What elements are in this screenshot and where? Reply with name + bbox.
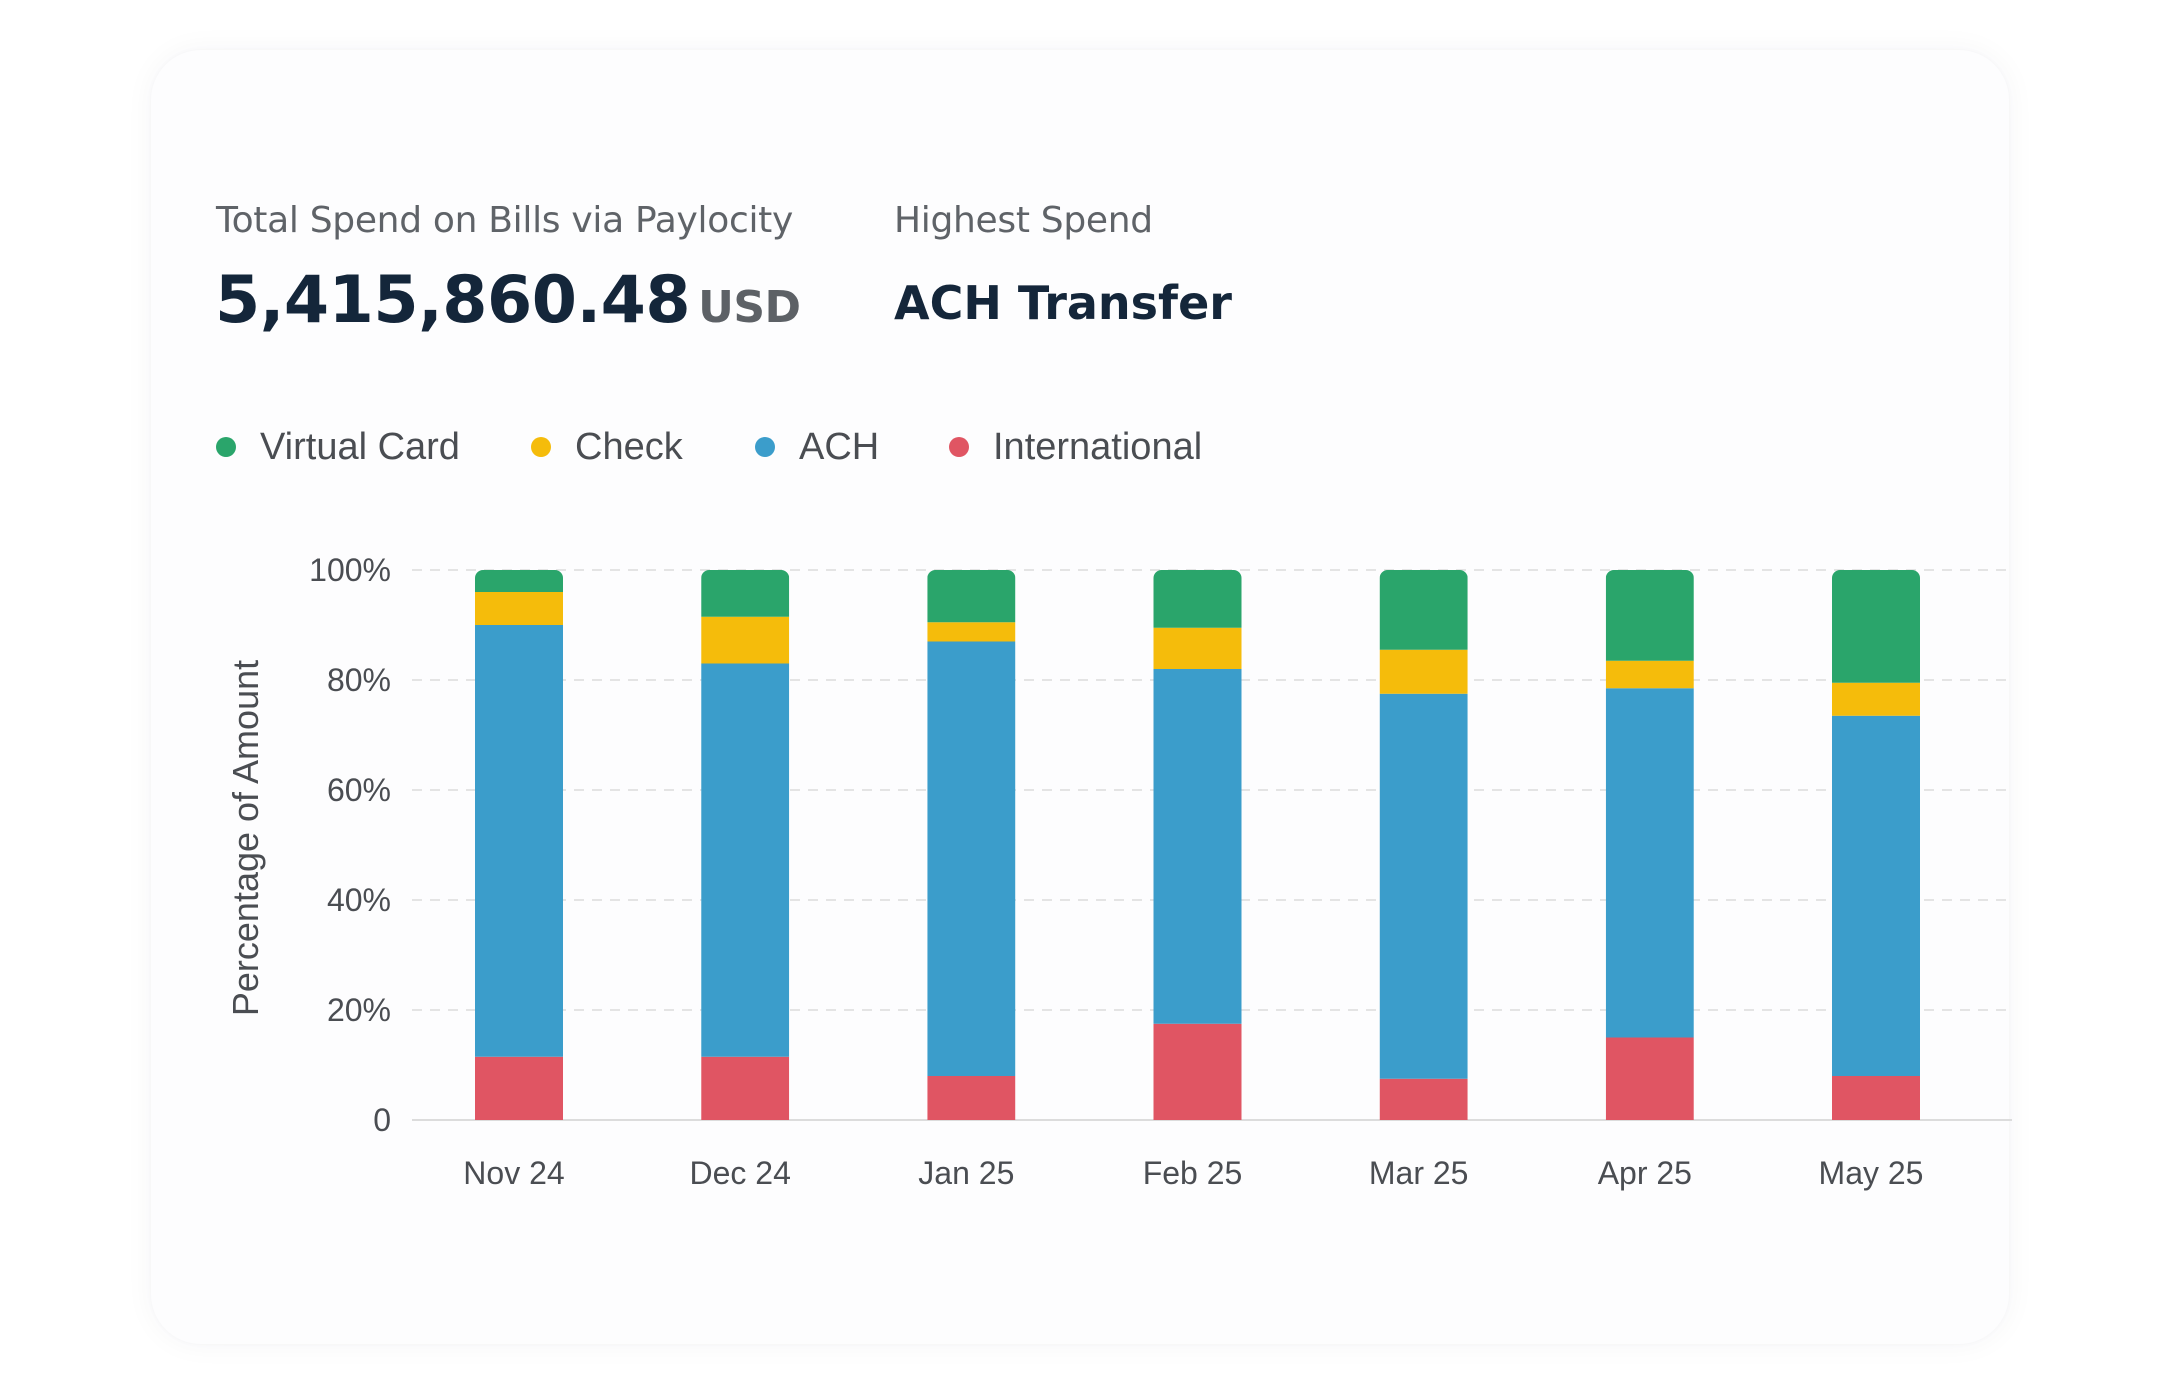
bar-stack[interactable] [475, 570, 563, 1120]
bar-segment-ach[interactable] [1605, 688, 1694, 1038]
y-axis-title: Percentage of Amount [225, 660, 266, 1016]
bar-segment-ach[interactable] [927, 641, 1016, 1077]
legend-dot-check [531, 437, 551, 457]
bar-segment-international[interactable] [1832, 1076, 1920, 1120]
x-tick-label: Apr 25 [1598, 1155, 1692, 1191]
bar-stack[interactable] [1153, 570, 1242, 1120]
spend-summary-card [151, 50, 2009, 1344]
bar-segment-international[interactable] [1379, 1078, 1468, 1120]
total-spend-currency: USD [698, 282, 801, 333]
bar-segment-ach[interactable] [1153, 669, 1242, 1024]
bar-segment-check[interactable] [1605, 660, 1694, 689]
x-tick-label: Nov 24 [463, 1155, 564, 1191]
bar-stack[interactable] [1379, 570, 1468, 1120]
legend-item-ach[interactable]: ACH [755, 422, 879, 472]
x-tick-label: Mar 25 [1369, 1155, 1469, 1191]
legend-item-check[interactable]: Check [531, 422, 683, 472]
bar-segment-international[interactable] [701, 1056, 790, 1120]
bar-stack[interactable] [1832, 570, 1920, 1120]
bar-segment-virtual-card[interactable] [701, 570, 790, 617]
bar-segment-ach[interactable] [701, 663, 790, 1057]
y-tick-label: 80% [327, 662, 391, 698]
legend-dot-ach [755, 437, 775, 457]
bar-segment-international[interactable] [1153, 1023, 1242, 1120]
bar-segment-check[interactable] [1379, 649, 1468, 694]
bar-stack[interactable] [1605, 570, 1694, 1121]
bar-segment-ach[interactable] [475, 625, 563, 1057]
bar-segment-international[interactable] [927, 1076, 1016, 1120]
x-tick-label: Feb 25 [1143, 1155, 1243, 1191]
total-spend-value: 5,415,860.48 USD [215, 268, 801, 333]
bar-segment-virtual-card[interactable] [927, 570, 1016, 623]
legend-label-check: Check [575, 425, 683, 468]
legend-dot-international [949, 437, 969, 457]
y-axis-tick-labels: 0 20% 40% 60% 80% 100% [309, 552, 391, 1138]
bar-segment-ach[interactable] [1379, 693, 1468, 1079]
legend-label-virtual-card: Virtual Card [260, 425, 460, 468]
bar-segment-check[interactable] [475, 592, 563, 625]
bar-segment-virtual-card[interactable] [1605, 570, 1694, 661]
legend-label-ach: ACH [799, 425, 880, 468]
y-tick-label: 20% [327, 992, 391, 1028]
legend-item-international[interactable]: International [949, 422, 1202, 472]
highest-spend-value: ACH Transfer [894, 276, 1232, 330]
bar-stack[interactable] [927, 570, 1016, 1120]
total-spend-amount: 5,415,860.48 [215, 263, 691, 338]
total-spend-label: Total Spend on Bills via Paylocity [216, 200, 793, 241]
bar-stack[interactable] [701, 570, 790, 1120]
bars [475, 570, 1920, 1120]
x-tick-label: Dec 24 [689, 1155, 790, 1191]
bar-segment-check[interactable] [1832, 682, 1920, 716]
bar-segment-international[interactable] [1605, 1037, 1694, 1121]
x-tick-label: May 25 [1819, 1155, 1924, 1191]
bar-segment-virtual-card[interactable] [1379, 570, 1468, 650]
bar-segment-check[interactable] [701, 616, 790, 664]
bar-segment-check[interactable] [1153, 627, 1242, 669]
y-tick-label: 60% [327, 772, 391, 808]
bar-segment-virtual-card[interactable] [475, 570, 563, 592]
bar-segment-virtual-card[interactable] [1832, 570, 1920, 683]
x-tick-label: Jan 25 [918, 1155, 1014, 1191]
bar-segment-ach[interactable] [1832, 715, 1920, 1076]
y-tick-label: 0 [373, 1102, 391, 1138]
y-tick-label: 40% [327, 882, 391, 918]
highest-spend-label: Highest Spend [894, 200, 1153, 241]
legend-dot-virtual-card [216, 437, 236, 457]
bar-segment-check[interactable] [927, 622, 1016, 642]
bar-segment-virtual-card[interactable] [1153, 570, 1242, 628]
y-tick-label: 100% [309, 552, 391, 588]
legend-item-virtual-card[interactable]: Virtual Card [216, 422, 460, 472]
legend-label-international: International [993, 425, 1203, 468]
bar-segment-international[interactable] [475, 1056, 563, 1120]
x-axis-tick-labels: Nov 24 Dec 24 Jan 25 Feb 25 Mar 25 Apr 25 May … [463, 1155, 1923, 1191]
